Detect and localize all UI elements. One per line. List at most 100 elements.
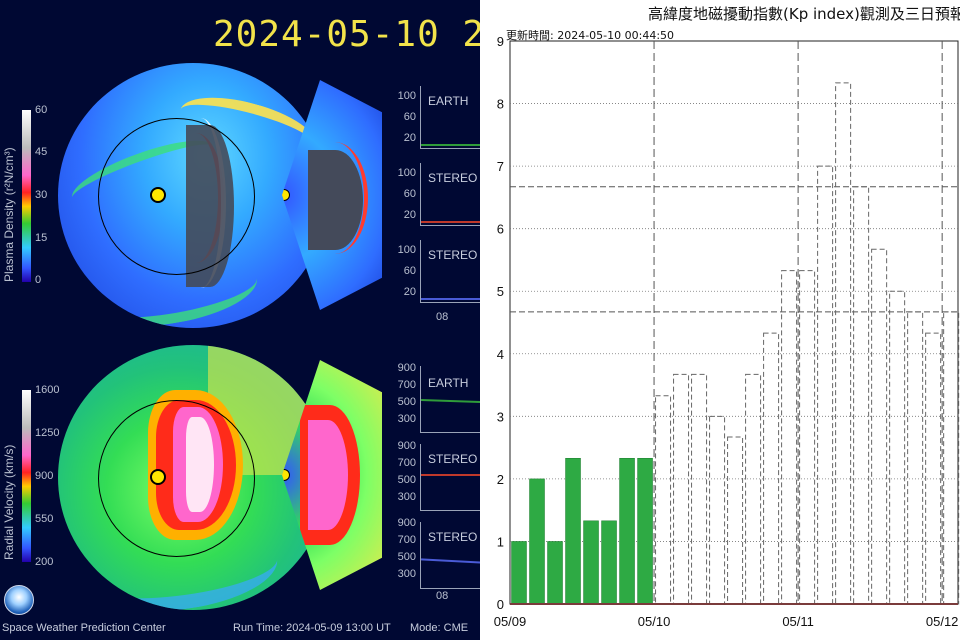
kp-forecast-bar xyxy=(673,373,690,605)
density-plot-stereo-b xyxy=(420,240,480,303)
kp-forecast-bar xyxy=(763,332,780,605)
density-plot-tick: 60 xyxy=(403,111,416,123)
velocity-plot-tick: 700 xyxy=(397,457,416,469)
y-tick-label: 7 xyxy=(497,159,504,174)
density-tick: 15 xyxy=(35,232,48,244)
density-plot-tick: 60 xyxy=(403,188,416,200)
kp-observed-bar xyxy=(619,457,635,605)
kp-bar-chart: 0 1 2 3 4 5 6 7 8 9 05/09 05/10 05/11 05/12 xyxy=(494,34,960,629)
y-tick-label: 6 xyxy=(497,222,504,237)
velocity-tick: 1600 xyxy=(35,384,60,396)
kp-forecast-bar xyxy=(817,165,834,605)
velocity-plot-tick: 300 xyxy=(397,413,416,425)
velocity-plot-tick: 300 xyxy=(397,568,416,580)
y-tick-label: 8 xyxy=(497,97,504,112)
velocity-plot-label: STEREO xyxy=(428,452,478,466)
kp-forecast-bar xyxy=(799,270,816,605)
velocity-plot-label: STEREO xyxy=(428,530,478,544)
kp-observed-bar xyxy=(529,478,545,605)
density-plot-label: STEREO xyxy=(428,171,478,185)
density-colorbar-label: Plasma Density (r²N/cm³) xyxy=(2,147,16,282)
velocity-plot-tick: 700 xyxy=(397,534,416,546)
density-plot-tick: 100 xyxy=(397,90,416,102)
velocity-plot-tick: 500 xyxy=(397,396,416,408)
footer-mode: Mode: CME xyxy=(410,622,469,634)
kp-forecast-bar xyxy=(781,270,798,605)
y-tick-label: 1 xyxy=(497,534,504,549)
sun-marker xyxy=(150,469,166,485)
kp-observed-bar xyxy=(547,541,563,605)
kp-forecast-bar xyxy=(871,248,888,605)
velocity-plot-tick: 900 xyxy=(397,517,416,529)
velocity-plot-stereo-a xyxy=(420,444,480,511)
chart-title: 高緯度地磁擾動指數(Kp index)觀測及三日預報 xyxy=(648,5,960,23)
series-line xyxy=(421,221,480,223)
y-tick-label: 0 xyxy=(497,597,504,612)
density-plot-stereo-a xyxy=(420,163,480,226)
velocity-plot-tick: 900 xyxy=(397,362,416,374)
y-tick-label: 4 xyxy=(497,347,504,362)
y-tick-label: 5 xyxy=(497,284,504,299)
footer-run-time: Run Time: 2024-05-09 13:00 UT xyxy=(233,622,391,634)
x-tick-label: 05/12 xyxy=(926,614,959,629)
density-plot-tick: 20 xyxy=(403,209,416,221)
velocity-tick: 1250 xyxy=(35,427,60,439)
kp-forecast-bar xyxy=(835,82,852,605)
kp-forecast-bar xyxy=(709,415,726,605)
density-plot-label: EARTH xyxy=(428,94,469,108)
enlil-panel: 2024-05-10 23:00 Plasma Density (r²N/cm³… xyxy=(0,0,480,640)
kp-observed-bar xyxy=(601,520,617,605)
x-tick-label: 05/11 xyxy=(782,614,814,629)
velocity-plot-tick: 500 xyxy=(397,551,416,563)
density-tick: 30 xyxy=(35,189,48,201)
density-plot-earth xyxy=(420,86,480,149)
velocity-tick: 900 xyxy=(35,470,54,482)
density-x-tick: 08 xyxy=(436,311,449,323)
sun-marker xyxy=(150,187,166,203)
kp-forecast-bar xyxy=(943,311,960,605)
velocity-tick: 200 xyxy=(35,556,54,568)
kp-forecast-bar xyxy=(727,436,744,605)
x-tick-label: 05/10 xyxy=(638,614,671,629)
y-tick-label: 3 xyxy=(497,409,504,424)
velocity-x-tick: 08 xyxy=(436,590,449,602)
kp-forecast-bar xyxy=(691,373,708,605)
density-plot-tick: 20 xyxy=(403,132,416,144)
velocity-plot-tick: 500 xyxy=(397,474,416,486)
kp-forecast-bar xyxy=(655,395,672,605)
density-plot-label: STEREO xyxy=(428,248,478,262)
density-plot-tick: 100 xyxy=(397,167,416,179)
y-tick-label: 2 xyxy=(497,472,504,487)
kp-observed-bar xyxy=(637,457,653,605)
velocity-colorbar xyxy=(22,390,31,562)
noaa-logo xyxy=(4,585,34,615)
footer-center: Space Weather Prediction Center xyxy=(2,622,166,634)
kp-observed-bar xyxy=(511,541,527,605)
velocity-plot-tick: 700 xyxy=(397,379,416,391)
density-plot-tick: 100 xyxy=(397,244,416,256)
y-tick-label: 9 xyxy=(497,34,504,49)
kp-observed-bar xyxy=(583,520,599,605)
kp-forecast-bar xyxy=(925,332,942,605)
series-line xyxy=(421,298,480,300)
chart-updated-time: 更新時間: 2024-05-10 00:44:50 xyxy=(506,29,675,42)
kp-forecast-bar xyxy=(907,311,924,605)
series-line xyxy=(421,144,480,146)
series-line xyxy=(420,398,480,404)
density-colorbar xyxy=(22,110,31,282)
density-tick: 0 xyxy=(35,274,42,286)
kp-chart-panel: 高緯度地磁擾動指數(Kp index)觀測及三日預報 更新時間: 2024-05… xyxy=(480,0,960,640)
velocity-plot-stereo-b xyxy=(420,522,480,589)
x-tick-label: 05/09 xyxy=(494,614,527,629)
density-tick: 60 xyxy=(35,104,48,116)
velocity-plot-tick: 900 xyxy=(397,440,416,452)
density-plot-tick: 20 xyxy=(403,286,416,298)
series-line xyxy=(421,474,480,476)
density-plot-tick: 60 xyxy=(403,265,416,277)
series-line xyxy=(420,558,480,564)
kp-observed-bar xyxy=(565,457,581,605)
density-tick: 45 xyxy=(35,146,48,158)
kp-forecast-bar xyxy=(745,373,762,605)
kp-forecast-bar xyxy=(889,290,906,605)
velocity-colorbar-label: Radial Velocity (km/s) xyxy=(2,444,16,560)
